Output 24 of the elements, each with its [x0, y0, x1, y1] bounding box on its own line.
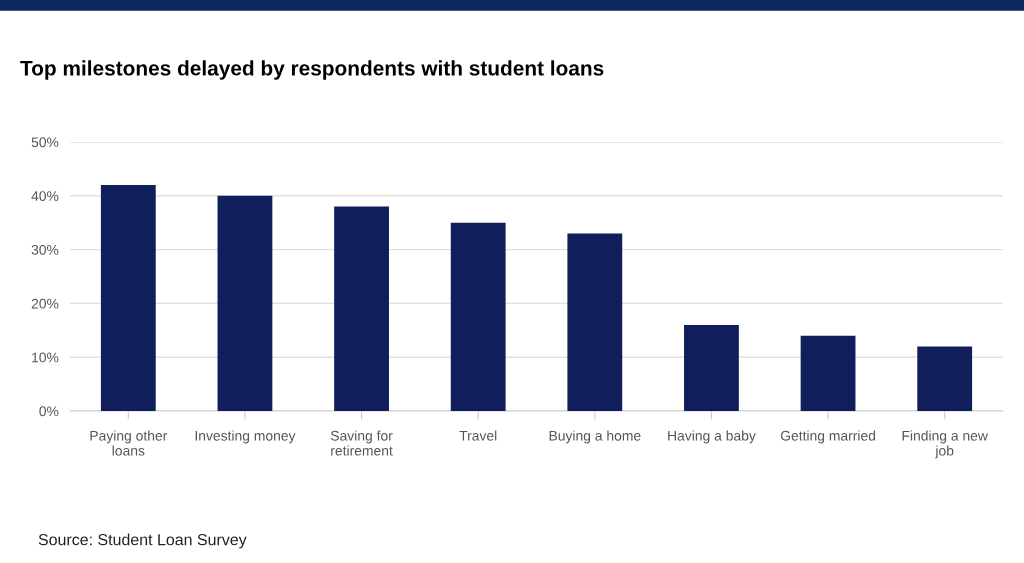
- y-tick-label: 40%: [31, 191, 59, 201]
- bar: [334, 206, 389, 411]
- x-tick-label: Finding a new job: [902, 430, 988, 459]
- x-tick-label: Saving for retirement: [330, 430, 393, 456]
- y-tick-label: 20%: [31, 298, 59, 309]
- bar: [217, 195, 273, 411]
- bar: [684, 324, 739, 411]
- x-tick-label: Travel: [459, 430, 497, 441]
- y-tick-label: 0%: [39, 406, 59, 417]
- source-note: Source: Student Loan Survey: [38, 533, 247, 549]
- bar: [917, 346, 973, 411]
- y-tick-label: 30%: [31, 244, 59, 255]
- y-tick-label: 10%: [32, 352, 59, 363]
- x-tick-label: Paying other loans: [90, 430, 168, 456]
- bar: [567, 233, 623, 411]
- x-tick-label: Investing money: [195, 430, 296, 444]
- bar: [800, 335, 856, 411]
- x-tick-label: Having a baby: [668, 430, 756, 444]
- x-tick-label: Buying a home: [549, 430, 641, 444]
- x-tick-label: Getting married: [780, 430, 876, 444]
- bar: [100, 185, 156, 411]
- chart-title: Top milestones delayed by respondents with student loans: [20, 60, 604, 80]
- bar: [450, 222, 506, 411]
- y-tick-label: 50%: [31, 137, 59, 148]
